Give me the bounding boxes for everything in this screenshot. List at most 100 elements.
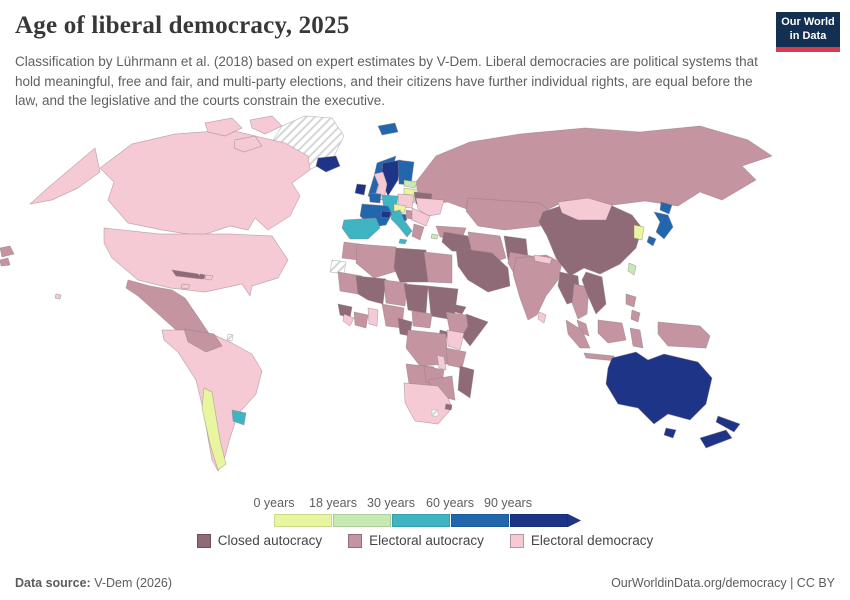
legend-tick: 18 years [309, 496, 357, 510]
region-sumatra[interactable] [565, 319, 591, 349]
region-saudi-arabia-gulf[interactable] [455, 247, 511, 293]
region-switzerland[interactable] [380, 210, 392, 219]
data-source-label: Data source: [15, 576, 91, 590]
region-venezuela[interactable] [183, 328, 223, 353]
region-cuba[interactable] [171, 269, 203, 280]
legend-tick: 90 years [484, 496, 532, 510]
region-sicily[interactable] [398, 238, 408, 245]
region-tasmania[interactable] [663, 427, 677, 439]
map-shapes-layer [0, 115, 773, 472]
region-russia-wrap-2[interactable] [0, 257, 11, 267]
region-algeria[interactable] [355, 243, 401, 279]
region-alaska[interactable] [29, 147, 101, 205]
region-japan-hokkaido[interactable] [659, 201, 673, 215]
region-ghana[interactable] [367, 307, 379, 327]
region-niger[interactable] [383, 279, 408, 307]
region-egypt[interactable] [423, 251, 453, 284]
region-australia[interactable] [605, 351, 713, 425]
region-ireland[interactable] [354, 183, 367, 196]
region-russia-wrap-1[interactable] [0, 245, 15, 258]
legend-categories: Closed autocracy Electoral autocracy Ele… [0, 533, 850, 548]
region-hawaii[interactable] [54, 293, 62, 300]
category-label: Electoral democracy [530, 533, 654, 548]
region-liberia[interactable] [342, 313, 355, 327]
region-canada-arctic-3[interactable] [233, 135, 263, 153]
region-iceland[interactable] [315, 155, 341, 173]
legend-tick: 60 years [426, 496, 474, 510]
region-libya[interactable] [393, 247, 429, 283]
region-nepal[interactable] [533, 254, 553, 265]
region-chad[interactable] [403, 283, 429, 314]
region-jamaica[interactable] [180, 283, 191, 290]
region-italy[interactable] [390, 209, 413, 238]
region-philippines-south[interactable] [630, 309, 641, 323]
region-central-african-republic[interactable] [411, 310, 433, 329]
region-kenya[interactable] [446, 329, 465, 351]
region-cyprus[interactable] [430, 233, 439, 240]
region-spain-portugal[interactable] [341, 217, 381, 240]
legend-arrow-icon [568, 514, 581, 527]
region-somalia[interactable] [461, 313, 489, 347]
region-eritrea[interactable] [451, 303, 467, 315]
region-mongolia[interactable] [557, 197, 613, 221]
footer-link[interactable]: OurWorldinData.org/democracy | CC BY [611, 576, 835, 590]
region-vietnam-laos-cambodia[interactable] [581, 271, 607, 315]
region-taiwan[interactable] [627, 262, 637, 276]
region-romania-bulgaria[interactable] [411, 207, 431, 227]
region-haiti[interactable] [198, 273, 206, 280]
region-philippines-north[interactable] [625, 293, 637, 308]
region-japan-kyushu[interactable] [646, 235, 657, 247]
region-namibia-botswana-south-africa[interactable] [403, 382, 453, 425]
region-ivory-coast[interactable] [353, 311, 369, 329]
region-sulawesi[interactable] [629, 327, 644, 349]
legend-category-electoral-democracy[interactable]: Electoral democracy [509, 533, 654, 548]
region-canada-arctic-1[interactable] [204, 117, 243, 137]
region-borneo[interactable] [597, 319, 627, 344]
region-ukraine[interactable] [415, 197, 445, 217]
owid-logo-line1: Our World [781, 16, 835, 29]
legend-numeric: 0 years 18 years 30 years 60 years 90 ye… [0, 496, 850, 530]
region-madagascar[interactable] [457, 365, 475, 399]
region-india[interactable] [512, 254, 563, 321]
region-new-guinea[interactable] [657, 321, 711, 349]
footer: Data source: V-Dem (2026) OurWorldinData… [0, 576, 850, 590]
region-suriname[interactable] [226, 333, 234, 342]
region-new-zealand-north[interactable] [715, 415, 741, 433]
legend-segment-0-18[interactable] [274, 514, 332, 527]
legend-category-electoral-autocracy[interactable]: Electoral autocracy [348, 533, 484, 548]
region-estonia[interactable] [403, 179, 418, 189]
category-label: Closed autocracy [217, 533, 323, 548]
owid-logo[interactable]: Our World in Data [776, 12, 840, 52]
owid-logo-line2: in Data [789, 29, 827, 42]
region-kazakhstan-central-asia[interactable] [465, 197, 553, 231]
region-usa[interactable] [103, 227, 289, 297]
category-swatch-icon [509, 533, 524, 548]
legend-segment-30-60[interactable] [392, 514, 450, 527]
region-mali[interactable] [355, 275, 387, 305]
region-dominican-republic[interactable] [204, 274, 214, 281]
region-canada[interactable] [99, 129, 311, 237]
region-chile[interactable] [201, 387, 227, 471]
data-source-value: V-Dem (2026) [90, 576, 173, 590]
region-malawi[interactable] [436, 354, 447, 371]
region-tanzania[interactable] [445, 347, 467, 369]
region-south-korea[interactable] [633, 224, 645, 241]
legend-segment-18-30[interactable] [333, 514, 391, 527]
region-uruguay[interactable] [231, 409, 247, 426]
region-netherlands-belgium[interactable] [368, 192, 382, 204]
legend-category-closed-autocracy[interactable]: Closed autocracy [196, 533, 323, 548]
region-canada-arctic-2[interactable] [249, 115, 283, 135]
region-japan-honshu[interactable] [653, 211, 674, 240]
legend-tick: 0 years [253, 496, 295, 510]
region-eswatini[interactable] [444, 403, 453, 411]
region-sri-lanka[interactable] [537, 311, 547, 324]
category-label: Electoral autocracy [369, 533, 484, 548]
region-svalbard[interactable] [377, 122, 399, 136]
region-lesotho[interactable] [431, 409, 439, 417]
legend-segment-60-90[interactable] [451, 514, 509, 527]
owid-logo-box: Our World in Data [776, 12, 840, 47]
region-greece[interactable] [411, 223, 425, 241]
legend-segment-90-plus[interactable] [510, 514, 568, 527]
region-new-zealand-south[interactable] [699, 429, 733, 449]
